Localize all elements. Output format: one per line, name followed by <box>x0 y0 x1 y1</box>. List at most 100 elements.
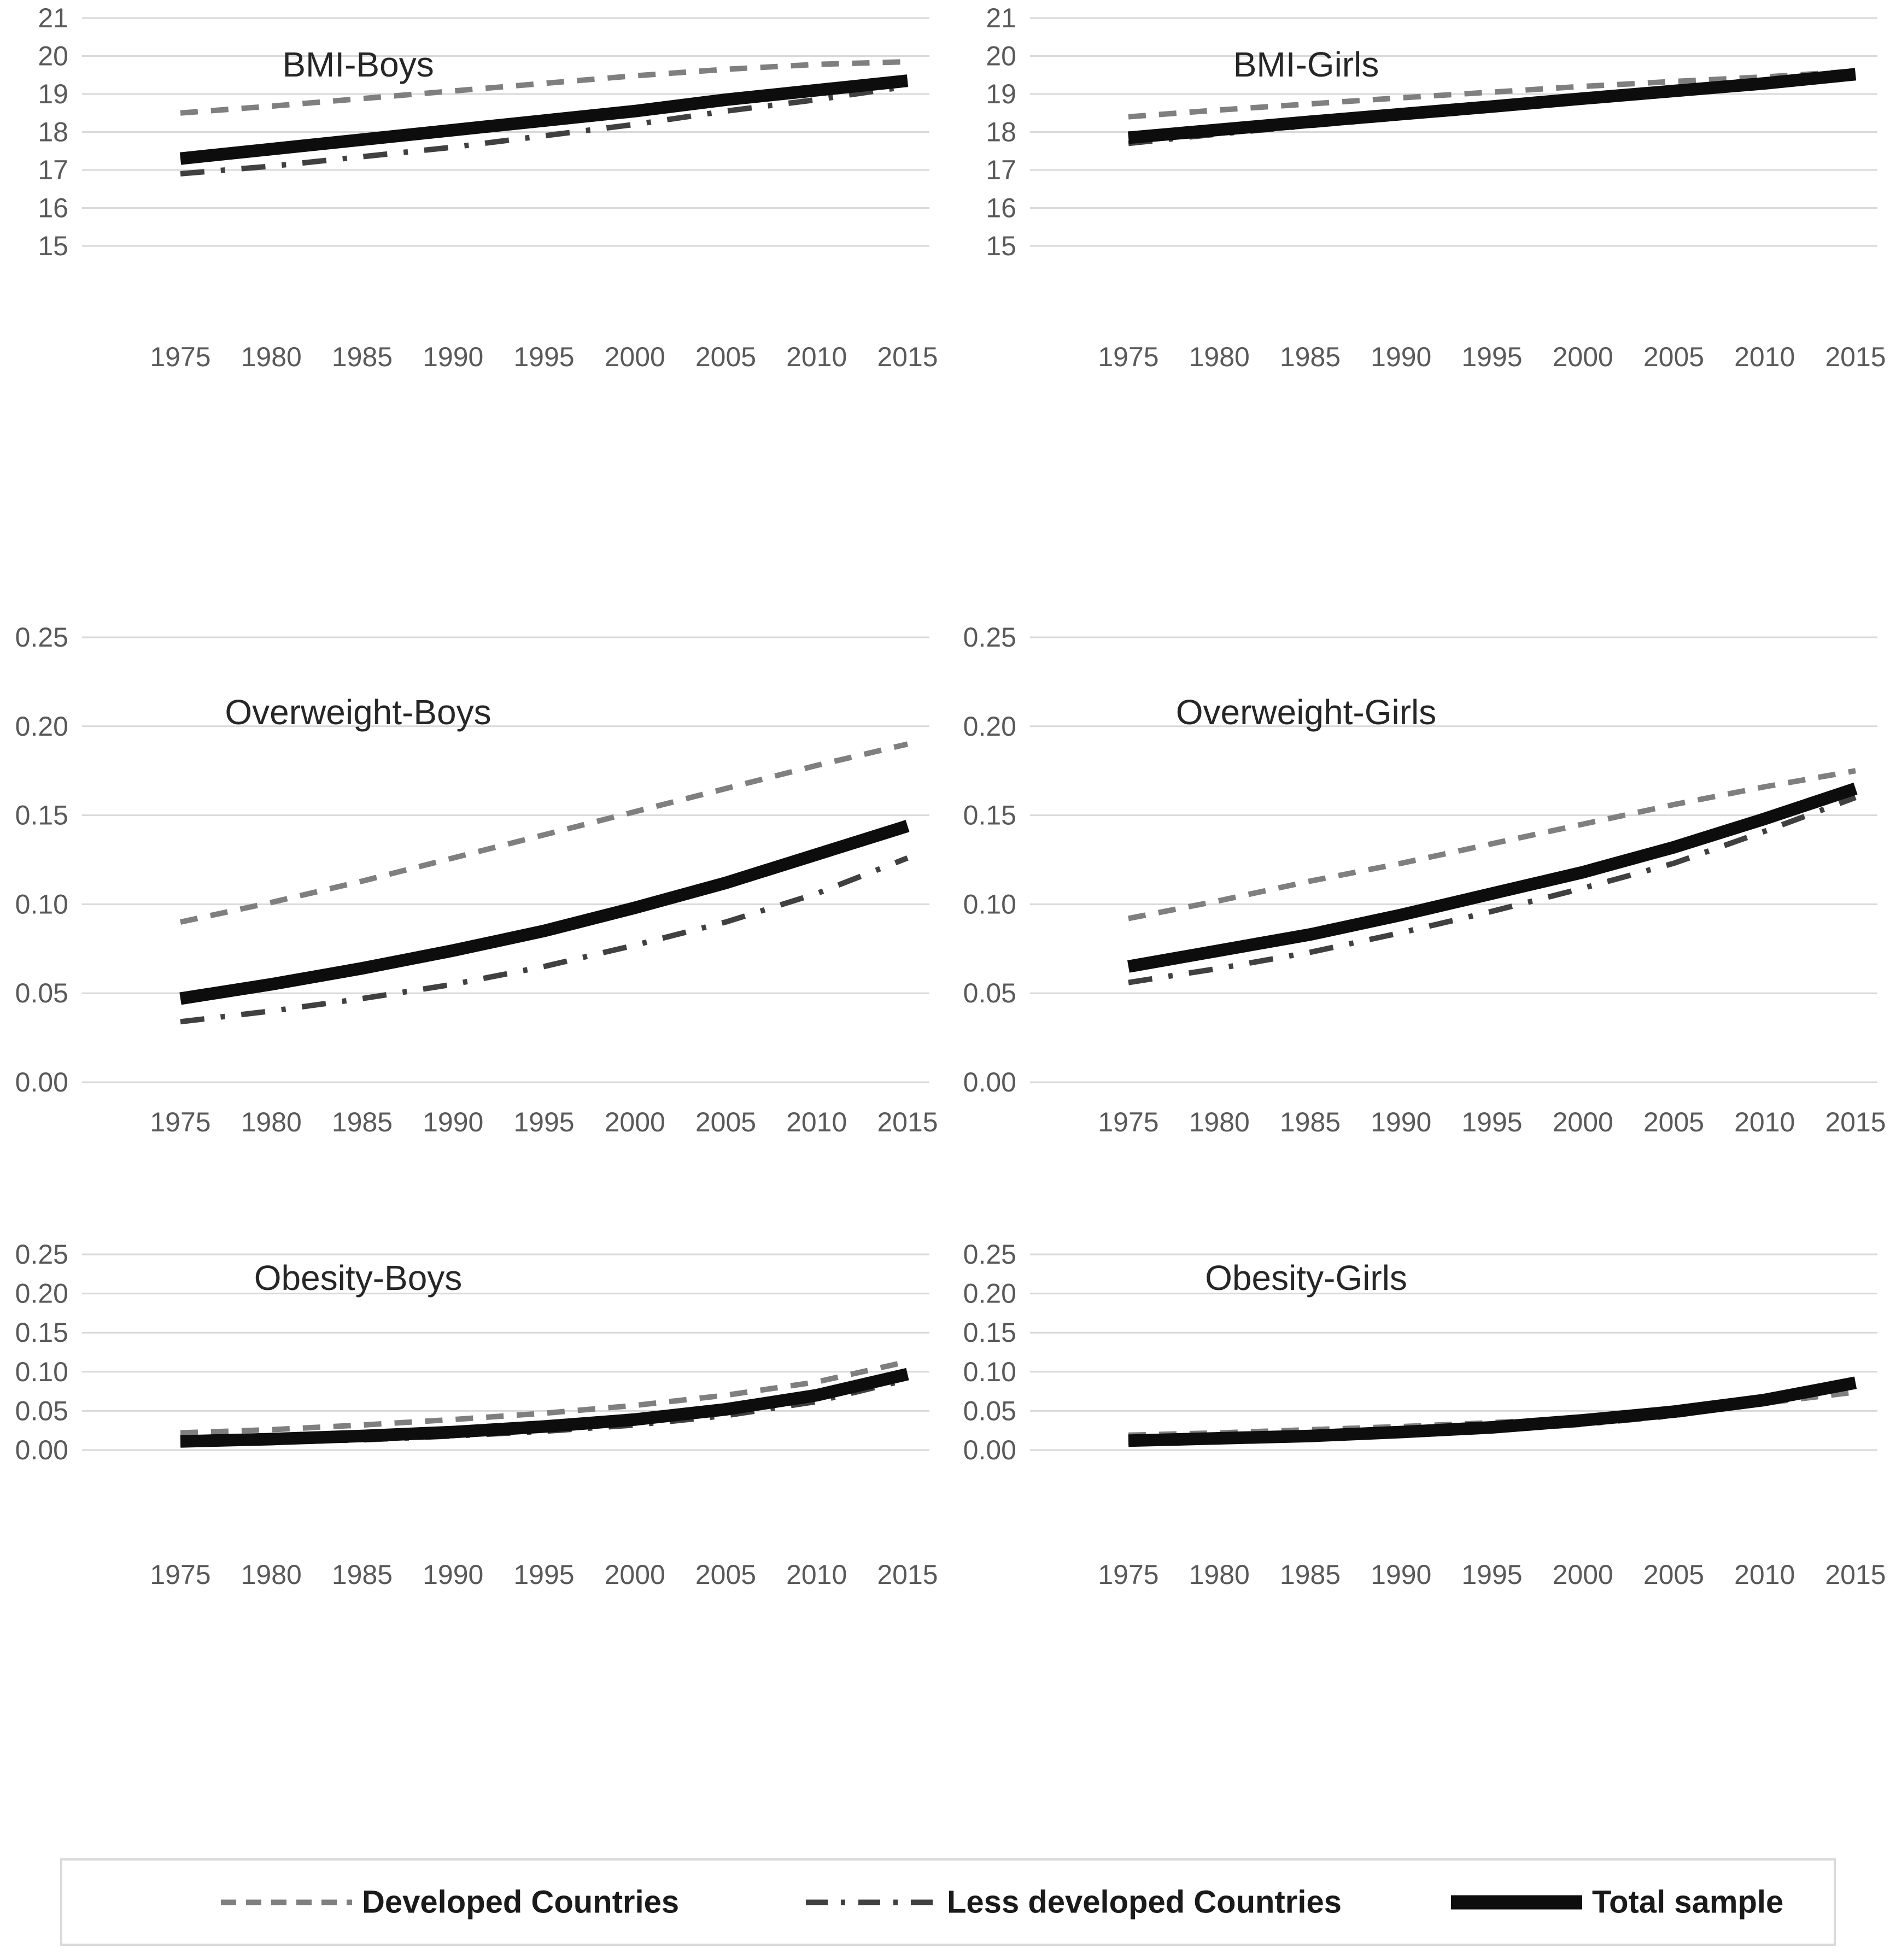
y-axis-tick-label: 0.00 <box>963 1067 1016 1098</box>
chart-panel-bmi-girls: 15 16 17 18 19 20 21 1975 1980 1985 1990 1995 2000 20… <box>948 0 1896 415</box>
y-axis-tick-label: 0.15 <box>15 1317 68 1348</box>
y-axis-tick-label: 0.00 <box>963 1435 1016 1465</box>
x-axis-tick-label: 1980 <box>1189 1559 1250 1590</box>
series-line-total <box>180 1368 909 1448</box>
x-axis-tick-label: 1975 <box>1098 1559 1158 1590</box>
chart-panel-overweight-boys: 0.00 0.05 0.10 0.15 0.20 0.25 1975 1980 1985 1990… <box>0 590 948 1153</box>
x-axis-tick-label: 1980 <box>241 1107 302 1137</box>
y-axis-tick-label: 0.10 <box>15 1357 68 1387</box>
panel-title: BMI-Girls <box>1233 45 1379 84</box>
x-axis-tick-label: 2015 <box>877 1559 938 1590</box>
overweight-girls-chart: 0.00 0.05 0.10 0.15 0.20 0.25 1975 1980 1985 1990… <box>963 622 1886 1137</box>
y-axis-tick-label: 0.05 <box>963 978 1016 1008</box>
y-axis-tick-label: 15 <box>986 231 1016 261</box>
y-axis-tick-label: 0.15 <box>15 800 68 831</box>
x-axis-tick-label: 1975 <box>1098 342 1158 372</box>
x-axis-tick-label: 2000 <box>605 1559 665 1590</box>
x-axis-tick-label: 1980 <box>241 342 302 372</box>
y-axis-tick-label: 0.20 <box>963 1278 1016 1309</box>
series-line-developed <box>179 741 909 925</box>
y-axis-tick-label: 16 <box>38 193 68 224</box>
x-axis-tick-label: 2010 <box>786 342 847 372</box>
x-axis-tick-label: 2010 <box>1734 1107 1795 1137</box>
y-axis-tick-label: 0.00 <box>15 1067 68 1098</box>
x-axis-tick-label: 1975 <box>150 1107 210 1137</box>
x-axis-tick-label: 2010 <box>786 1107 847 1137</box>
x-axis-tick-label: 1990 <box>423 1559 483 1590</box>
y-axis-tick-label: 18 <box>986 117 1016 148</box>
x-axis-tick-label: 1995 <box>1461 342 1522 372</box>
x-axis-tick-label: 1995 <box>1461 1107 1522 1137</box>
chart-panel-obesity-girls: 0.00 0.05 0.10 0.15 0.20 0.25 1975 1980 1985 1990… <box>948 1219 1896 1618</box>
x-axis-tick-label: 2010 <box>1734 1559 1795 1590</box>
x-axis-tick-label: 2000 <box>1553 1559 1613 1590</box>
y-axis-tick-label: 0.15 <box>963 800 1016 831</box>
x-axis-tick-label: 2005 <box>695 342 756 372</box>
x-axis-tick-label: 1980 <box>1189 1107 1250 1137</box>
x-axis-tick-label: 2015 <box>1825 1559 1886 1590</box>
x-axis-tick-label: 1995 <box>513 342 574 372</box>
x-axis-tick-label: 2000 <box>1553 1107 1613 1137</box>
x-axis-tick-label: 1985 <box>332 342 393 372</box>
y-axis-tick-label: 0.00 <box>15 1435 68 1465</box>
legend-label-developed: Developed Countries <box>362 1884 680 1920</box>
y-axis-tick-label: 17 <box>38 155 68 185</box>
series-line-total <box>1127 68 1857 144</box>
y-axis-tick-label: 15 <box>38 231 68 261</box>
y-axis-tick-label: 0.20 <box>963 711 1016 742</box>
y-axis-tick-label: 0.20 <box>15 1278 68 1309</box>
x-axis-tick-label: 1980 <box>241 1559 302 1590</box>
x-axis-tick-label: 1975 <box>150 1559 210 1590</box>
legend-item-developed-countries: Developed Countries <box>221 1884 679 1921</box>
x-axis-tick-label: 1985 <box>1280 1107 1341 1137</box>
y-axis-tick-label: 0.25 <box>963 622 1016 653</box>
y-axis-tick-label: 19 <box>38 79 68 109</box>
legend-label-total-sample: Total sample <box>1592 1884 1784 1920</box>
x-axis-tick-label: 1985 <box>1280 1559 1341 1590</box>
y-axis-tick-label: 21 <box>38 3 68 33</box>
obesity-boys-chart: 0.00 0.05 0.10 0.15 0.20 0.25 1975 1980 1985 1990… <box>15 1239 938 1590</box>
legend-item-less-developed-countries: Less developed Countries <box>806 1884 1342 1921</box>
panel-title: Overweight-Boys <box>225 693 491 732</box>
y-axis-tick-label: 0.05 <box>963 1395 1016 1426</box>
y-axis-tick-label: 0.10 <box>15 889 68 919</box>
y-axis-tick-label: 0.10 <box>963 1357 1016 1387</box>
panel-title: Overweight-Girls <box>1176 693 1437 732</box>
x-axis-tick-label: 2005 <box>695 1107 756 1137</box>
series-line-less_developed <box>1128 795 1857 985</box>
x-axis-tick-label: 2000 <box>1553 342 1613 372</box>
bmi-boys-chart: 15 16 17 18 19 20 21 1975 1980 1985 1990 1995 2000 20… <box>38 3 938 372</box>
y-axis-tick-label: 0.25 <box>15 622 68 653</box>
y-axis-tick-label: 19 <box>986 79 1016 109</box>
x-axis-tick-label: 2000 <box>605 342 665 372</box>
y-axis-tick-label: 0.15 <box>963 1317 1016 1348</box>
y-axis-tick-label: 0.10 <box>963 889 1016 919</box>
x-axis-tick-label: 2015 <box>1825 342 1886 372</box>
x-axis-tick-label: 1990 <box>423 342 483 372</box>
x-axis-tick-label: 2005 <box>1643 342 1704 372</box>
dash-dot-line-sample-icon <box>806 1899 937 1905</box>
chart-panel-bmi-boys: 15 16 17 18 19 20 21 1975 1980 1985 1990 1995 2000 20… <box>0 0 948 415</box>
obesity-girls-chart: 0.00 0.05 0.10 0.15 0.20 0.25 1975 1980 1985 1990… <box>963 1239 1886 1590</box>
solid-line-sample-icon <box>1451 1895 1582 1909</box>
y-axis-tick-label: 0.05 <box>15 1395 68 1426</box>
panel-title: BMI-Boys <box>282 45 434 84</box>
x-axis-tick-label: 2000 <box>605 1107 665 1137</box>
y-axis-tick-label: 16 <box>986 193 1016 224</box>
x-axis-tick-label: 1990 <box>1371 342 1431 372</box>
x-axis-tick-label: 1990 <box>1371 1107 1431 1137</box>
x-axis-tick-label: 2015 <box>1825 1107 1886 1137</box>
y-axis-tick-label: 0.25 <box>963 1239 1016 1270</box>
x-axis-tick-label: 1990 <box>1371 1559 1431 1590</box>
y-axis-tick-label: 20 <box>38 41 68 72</box>
x-axis-tick-label: 1975 <box>150 342 210 372</box>
x-axis-tick-label: 1995 <box>513 1107 574 1137</box>
y-axis-tick-label: 0.25 <box>15 1239 68 1270</box>
x-axis-tick-label: 1990 <box>423 1107 483 1137</box>
series-line-less_developed <box>180 84 908 177</box>
legend: Developed Countries Less developed Count… <box>60 1858 1836 1946</box>
panel-title: Obesity-Boys <box>254 1258 463 1298</box>
series-line-total <box>179 820 910 1005</box>
y-axis-tick-label: 0.05 <box>15 978 68 1008</box>
x-axis-tick-label: 1995 <box>1461 1559 1522 1590</box>
